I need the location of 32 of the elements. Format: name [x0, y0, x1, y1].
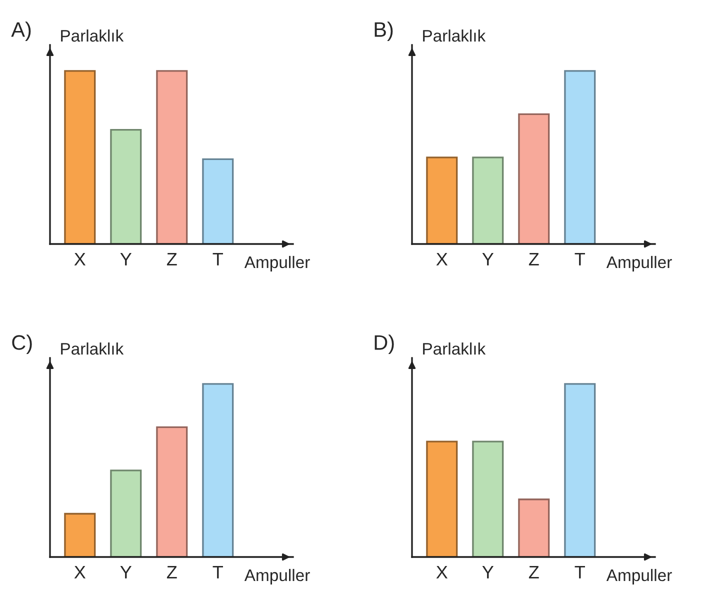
x-tick-label: Z [528, 566, 539, 578]
chart-title: B) [374, 22, 393, 42]
x-tick-label: Z [528, 252, 539, 266]
x-tick-label: Y [482, 252, 494, 266]
x-tick-label: T [212, 252, 223, 266]
bar [202, 383, 234, 557]
x-axis-title: Ampuller [606, 568, 672, 584]
chart-title: C) [12, 334, 32, 354]
x-tick-label: X [74, 566, 86, 578]
y-axis-title: Parlaklık [61, 29, 124, 42]
chart-title: D) [374, 334, 394, 354]
x-axis-title: Ampuller [244, 256, 310, 272]
x-tick-label: T [574, 252, 585, 266]
x-tick-label: Y [482, 566, 494, 578]
x-tick-label: Y [120, 252, 132, 266]
x-tick-label: Y [120, 566, 132, 578]
y-axis-title: Parlaklık [61, 342, 124, 355]
bar [110, 470, 142, 557]
x-tick-label: X [436, 566, 448, 578]
y-axis-title: Parlaklık [423, 342, 486, 355]
x-tick-label: X [74, 252, 86, 266]
x-axis-title: Ampuller [244, 568, 310, 584]
bar [64, 512, 96, 557]
bar [156, 426, 188, 557]
x-tick-label: X [436, 252, 448, 266]
x-tick-label: T [574, 566, 585, 578]
chart-title: A) [11, 22, 31, 42]
x-axis-title: Ampuller [606, 256, 672, 272]
x-tick-label: T [212, 566, 223, 578]
y-axis-title: Parlaklık [423, 29, 486, 42]
x-tick-label: Z [166, 566, 177, 578]
x-tick-label: Z [166, 252, 177, 266]
